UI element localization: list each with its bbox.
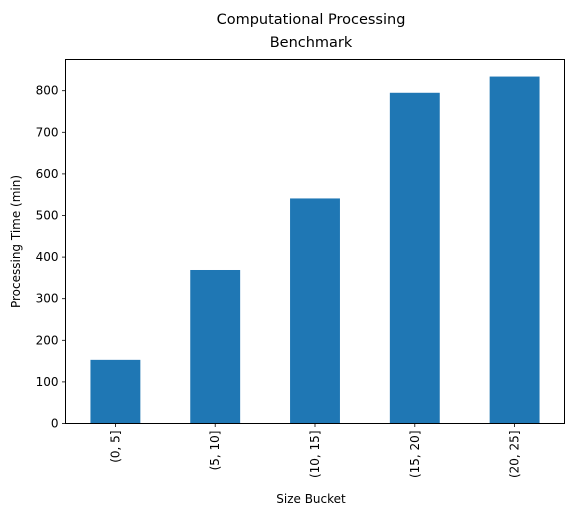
bar-1 [190, 269, 241, 424]
y-tick-label-3: 300 [36, 292, 59, 306]
y-tick-label-2: 200 [36, 333, 59, 347]
bar-3 [389, 92, 440, 424]
y-tick-label-5: 500 [36, 209, 59, 223]
y-tick-label-8: 800 [36, 84, 59, 98]
y-tick-label-6: 600 [36, 167, 59, 181]
bar-4 [489, 76, 540, 424]
y-tick-label-7: 700 [36, 125, 59, 139]
bars-group [90, 76, 540, 424]
x-axis: (0, 5] (5, 10] (10, 15] (15, 20] (20, 25] [108, 423, 522, 479]
x-tick-label-2: (10, 15] [308, 431, 322, 479]
x-axis-label: Size Bucket [276, 492, 346, 506]
bar-0 [90, 359, 141, 424]
y-tick-label-4: 400 [36, 250, 59, 264]
plot-frame [65, 59, 565, 424]
x-tick-label-0: (0, 5] [108, 431, 122, 463]
y-tick-label-0: 0 [51, 417, 59, 431]
x-tick-label-4: (20, 25] [508, 431, 522, 479]
y-axis: 0 100 200 300 400 500 600 700 800 [36, 84, 66, 431]
bar-2 [290, 198, 340, 424]
x-tick-label-1: (5, 10] [208, 431, 222, 471]
x-tick-label-3: (15, 20] [408, 431, 422, 479]
y-tick-label-1: 100 [36, 375, 59, 389]
y-axis-label: Processing Time (min) [9, 175, 23, 308]
chart-title-line-2: Benchmark [270, 35, 353, 51]
chart-title-line-1: Computational Processing [217, 12, 406, 28]
